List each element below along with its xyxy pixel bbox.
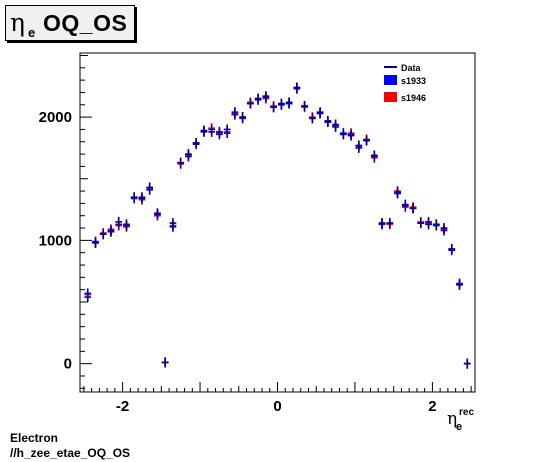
y-tick-label: 0 [64, 356, 72, 373]
marker-data [425, 219, 432, 230]
title-subscript: e [28, 25, 36, 40]
axis-tick-labels: -2 0 2 0 1000 2000 [39, 109, 437, 415]
marker-data [223, 124, 231, 135]
marker-data [401, 199, 409, 210]
marker-data [99, 229, 107, 240]
marker-data [301, 101, 308, 112]
marker-data [386, 218, 394, 229]
x-tick-label: -2 [116, 398, 129, 415]
footer-line-2: //h_zee_etae_OQ_OS [10, 446, 131, 460]
marker-data [370, 150, 378, 161]
marker-data [123, 220, 130, 231]
marker-data [239, 112, 247, 123]
marker-data [92, 237, 99, 248]
marker-data [270, 102, 277, 113]
axis-ticks [80, 54, 472, 392]
marker-data [262, 91, 270, 102]
marker-data [417, 218, 425, 229]
marker-data [316, 108, 324, 119]
marker-data [216, 126, 223, 137]
legend-data-label: Data [401, 63, 422, 73]
marker-data [169, 218, 177, 229]
marker-data [324, 117, 332, 128]
legend-s1933-swatch [384, 75, 397, 85]
marker-data [208, 126, 216, 137]
marker-data [463, 358, 471, 369]
marker-data [254, 93, 262, 104]
title-text: OQ_OS [43, 10, 128, 36]
marker-data [339, 129, 347, 140]
marker-data [363, 135, 370, 146]
marker-data [247, 98, 254, 109]
legend: Data s1933 s1946 [384, 63, 426, 103]
marker-data [293, 82, 301, 93]
marker-data [440, 223, 448, 234]
marker-data [456, 279, 463, 290]
x-axis-label: η e rec [447, 407, 474, 433]
plot-frame [79, 52, 476, 393]
x-axis-label-sub: e [456, 421, 462, 433]
marker-data [107, 226, 115, 237]
y-tick-label: 2000 [39, 109, 72, 126]
marker-data [146, 182, 154, 193]
marker-data [409, 203, 417, 214]
marker-data [278, 98, 285, 109]
marker-data [115, 216, 123, 227]
legend-s1946-label: s1946 [401, 93, 426, 103]
marker-data [177, 157, 185, 168]
data-markers [84, 82, 471, 369]
marker-data [192, 137, 200, 148]
y-tick-label: 1000 [39, 232, 72, 249]
x-axis-label-symbol: η [447, 409, 457, 429]
marker-data [308, 113, 316, 124]
marker-data [448, 244, 456, 255]
legend-s1946-swatch [384, 92, 397, 102]
marker-data [154, 208, 161, 219]
x-tick-label: 2 [428, 398, 436, 415]
chart-title-box: η e OQ_OS [5, 5, 135, 41]
marker-data [185, 149, 192, 160]
marker-data [285, 98, 293, 109]
marker-data [161, 357, 169, 368]
marker-data [84, 292, 92, 303]
marker-data [231, 109, 239, 120]
marker-data [200, 125, 208, 136]
marker-data [347, 130, 355, 141]
title-symbol: η [10, 8, 25, 37]
x-axis-label-sup: rec [459, 407, 474, 418]
plot-area-border [79, 52, 476, 393]
marker-data [355, 140, 363, 151]
footer-line-1: Electron [10, 431, 59, 445]
legend-s1933-label: s1933 [401, 76, 426, 86]
marker-data [432, 219, 440, 230]
marker-data [138, 193, 146, 204]
marker-data [332, 119, 339, 130]
x-tick-label: 0 [273, 398, 281, 415]
marker-data [394, 187, 401, 198]
marker-data [130, 192, 138, 203]
marker-data [378, 218, 386, 229]
